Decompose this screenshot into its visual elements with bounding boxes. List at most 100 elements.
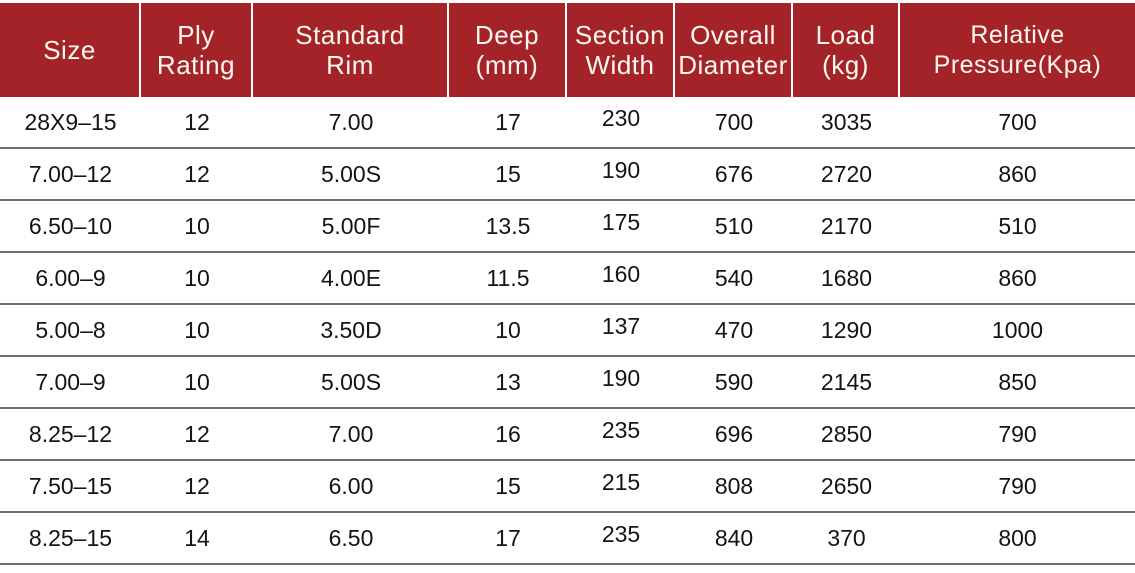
cell-overall-diameter: 696 — [714, 420, 754, 447]
cell-size: 5.00–8 — [35, 316, 106, 343]
header-cell-deep-mm: Deep (mm) — [449, 3, 567, 97]
table-row: 5.00–8 10 3.50D 10 137 470 1290 1000 — [0, 305, 1135, 357]
cell-section-width: 175 — [601, 208, 641, 235]
cell-size: 7.00–12 — [28, 160, 113, 187]
header-label: Deep — [474, 20, 540, 50]
header-cell-section-width: Section Width — [567, 3, 675, 97]
cell-ply-rating: 10 — [184, 264, 210, 291]
cell-load-kg: 1680 — [820, 264, 873, 291]
cell-relative-pressure: 700 — [998, 108, 1037, 135]
header-label: Load — [815, 20, 876, 50]
cell-load-kg: 1290 — [820, 316, 873, 343]
cell-load-kg: 3035 — [820, 108, 873, 135]
header-label: Ply — [177, 20, 215, 50]
header-cell-standard-rim: Standard Rim — [253, 3, 449, 97]
cell-deep-mm: 15 — [495, 472, 521, 499]
table-row: 7.00–12 12 5.00S 15 190 676 2720 860 — [0, 149, 1135, 201]
table-body: 28X9–15 12 7.00 17 230 700 3035 700 7.00… — [0, 97, 1135, 565]
header-label: Rim — [326, 50, 374, 80]
cell-size: 8.25–15 — [28, 524, 113, 551]
cell-load-kg: 2145 — [820, 368, 873, 395]
header-cell-ply-rating: Ply Rating — [141, 3, 253, 97]
cell-relative-pressure: 790 — [998, 420, 1037, 447]
cell-load-kg: 2850 — [820, 420, 873, 447]
header-label: Pressure(Kpa) — [933, 51, 1102, 79]
header-label: Diameter — [678, 50, 788, 80]
cell-overall-diameter: 540 — [714, 264, 754, 291]
table-row: 28X9–15 12 7.00 17 230 700 3035 700 — [0, 97, 1135, 149]
cell-section-width: 190 — [601, 364, 641, 391]
cell-deep-mm: 15 — [495, 160, 521, 187]
cell-standard-rim: 6.00 — [328, 472, 374, 499]
header-cell-size: Size — [0, 3, 141, 97]
header-label: Width — [585, 50, 655, 80]
cell-relative-pressure: 510 — [998, 212, 1037, 239]
table-row: 8.25–12 12 7.00 16 235 696 2850 790 — [0, 409, 1135, 461]
table-header-row: Size Ply Rating Standard Rim Deep (mm) S… — [0, 3, 1135, 97]
cell-section-width: 235 — [601, 416, 641, 443]
cell-ply-rating: 10 — [184, 316, 210, 343]
cell-ply-rating: 12 — [184, 108, 210, 135]
table-row: 7.50–15 12 6.00 15 215 808 2650 790 — [0, 461, 1135, 513]
cell-standard-rim: 5.00F — [321, 212, 381, 239]
cell-standard-rim: 6.50 — [328, 524, 374, 551]
cell-ply-rating: 12 — [184, 472, 210, 499]
cell-load-kg: 2720 — [820, 160, 873, 187]
cell-standard-rim: 7.00 — [328, 420, 374, 447]
cell-size: 6.00–9 — [35, 264, 106, 291]
table-row: 6.50–10 10 5.00F 13.5 175 510 2170 510 — [0, 201, 1135, 253]
cell-overall-diameter: 510 — [714, 212, 754, 239]
table-row: 8.25–15 14 6.50 17 235 840 370 800 — [0, 513, 1135, 565]
cell-relative-pressure: 1000 — [991, 316, 1044, 343]
cell-relative-pressure: 860 — [998, 160, 1037, 187]
cell-size: 8.25–12 — [28, 420, 113, 447]
cell-ply-rating: 10 — [184, 212, 210, 239]
header-label: (kg) — [822, 50, 869, 80]
cell-standard-rim: 5.00S — [320, 160, 382, 187]
cell-deep-mm: 13 — [495, 368, 521, 395]
header-label: Section — [574, 20, 666, 50]
cell-deep-mm: 16 — [495, 420, 521, 447]
cell-size: 28X9–15 — [24, 108, 117, 135]
cell-relative-pressure: 790 — [998, 472, 1037, 499]
cell-load-kg: 2650 — [820, 472, 873, 499]
cell-ply-rating: 10 — [184, 368, 210, 395]
cell-deep-mm: 17 — [495, 108, 521, 135]
cell-section-width: 190 — [601, 156, 641, 183]
header-cell-load-kg: Load (kg) — [793, 3, 900, 97]
header-label: Size — [43, 35, 96, 65]
cell-ply-rating: 14 — [184, 524, 210, 551]
cell-relative-pressure: 860 — [998, 264, 1037, 291]
cell-deep-mm: 13.5 — [485, 212, 531, 239]
table-row: 6.00–9 10 4.00E 11.5 160 540 1680 860 — [0, 253, 1135, 305]
cell-section-width: 215 — [601, 468, 641, 495]
cell-load-kg: 2170 — [820, 212, 873, 239]
cell-overall-diameter: 840 — [714, 524, 754, 551]
cell-size: 7.50–15 — [28, 472, 113, 499]
cell-deep-mm: 11.5 — [486, 264, 530, 291]
cell-deep-mm: 10 — [495, 316, 521, 343]
cell-relative-pressure: 850 — [998, 368, 1037, 395]
cell-overall-diameter: 808 — [714, 472, 754, 499]
table-row: 7.00–9 10 5.00S 13 190 590 2145 850 — [0, 357, 1135, 409]
cell-section-width: 235 — [601, 520, 641, 547]
cell-size: 7.00–9 — [35, 368, 106, 395]
cell-deep-mm: 17 — [495, 524, 521, 551]
cell-section-width: 137 — [601, 312, 641, 339]
header-label: Relative — [970, 21, 1065, 49]
cell-section-width: 160 — [601, 260, 641, 287]
header-cell-overall-diameter: Overall Diameter — [675, 3, 793, 97]
cell-ply-rating: 12 — [184, 160, 210, 187]
cell-relative-pressure: 800 — [998, 524, 1037, 551]
cell-section-width: 230 — [601, 104, 641, 131]
cell-standard-rim: 5.00S — [320, 368, 382, 395]
cell-overall-diameter: 470 — [714, 316, 754, 343]
cell-size: 6.50–10 — [28, 212, 113, 239]
cell-standard-rim: 3.50D — [320, 316, 382, 343]
cell-overall-diameter: 590 — [714, 368, 754, 395]
cell-overall-diameter: 676 — [714, 160, 754, 187]
header-label: Overall — [690, 20, 776, 50]
header-label: Rating — [156, 50, 236, 80]
header-label: (mm) — [475, 50, 539, 80]
